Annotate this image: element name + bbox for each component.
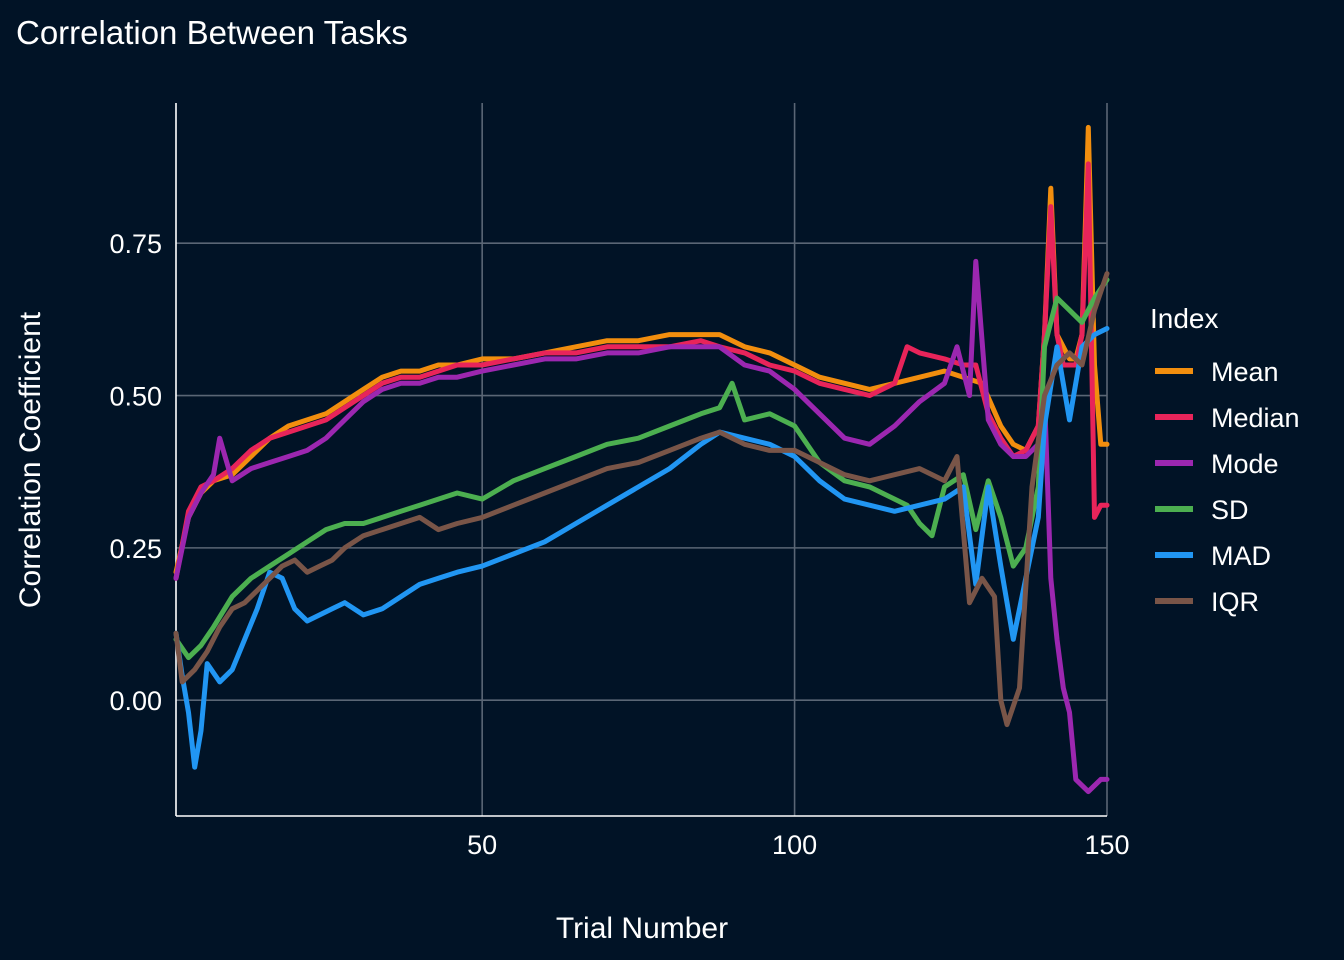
series-line-median	[173, 161, 1110, 581]
series-line-mad	[173, 326, 1110, 770]
axes	[175, 103, 1107, 817]
legend-title: Index	[1150, 303, 1219, 334]
x-tick-label: 50	[467, 830, 497, 860]
legend: Index Mean Median Mode SD MAD IQR	[1150, 303, 1300, 617]
tick-labels: 0.00 0.25 0.50 0.75 50 100 150	[109, 229, 1129, 860]
y-tick-label: 0.00	[109, 686, 162, 716]
y-tick-label: 0.50	[109, 382, 162, 412]
x-tick-label: 150	[1084, 830, 1129, 860]
legend-label-median: Median	[1211, 403, 1300, 433]
y-tick-label: 0.75	[109, 229, 162, 259]
chart-title: Correlation Between Tasks	[16, 14, 408, 51]
x-tick-label: 100	[772, 830, 817, 860]
x-axis-title: Trial Number	[556, 912, 728, 945]
legend-label-sd: SD	[1211, 495, 1249, 525]
legend-label-mad: MAD	[1211, 541, 1271, 571]
y-axis-title: Correlation Coefficient	[14, 311, 47, 608]
legend-label-mean: Mean	[1211, 357, 1279, 387]
legend-label-iqr: IQR	[1211, 587, 1259, 617]
y-tick-label: 0.25	[109, 534, 162, 564]
series-line-iqr	[173, 271, 1110, 728]
legend-label-mode: Mode	[1211, 449, 1279, 479]
series-line-sd	[173, 277, 1110, 661]
series-lines	[173, 124, 1110, 795]
